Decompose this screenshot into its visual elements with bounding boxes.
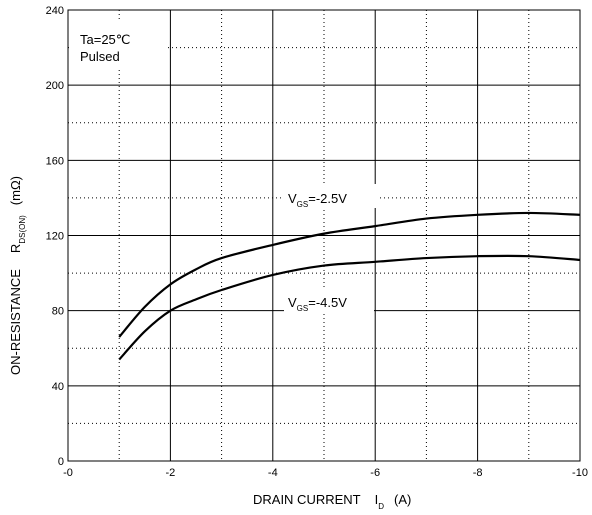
x-axis-label: DRAIN CURRENT ID (A) xyxy=(253,492,411,511)
series-label-bg-1 xyxy=(284,184,378,208)
annotation-pulsed: Pulsed xyxy=(80,49,120,64)
plot-frame xyxy=(67,9,581,462)
x-tick-label: -6 xyxy=(370,467,380,479)
y-tick-labels: 0 40 80 120 160 200 240 xyxy=(46,5,64,468)
x-axis-label-subscript: D xyxy=(378,502,384,511)
x-tick-label: -0 xyxy=(63,467,73,479)
series-label-vgs-4-5-symbol: V xyxy=(288,295,297,310)
y-tick-label: 0 xyxy=(58,456,64,468)
x-tick-label: -2 xyxy=(166,467,176,479)
y-tick-label: 40 xyxy=(52,381,64,393)
x-axis-label-text: DRAIN CURRENT xyxy=(253,492,361,507)
series-line-1 xyxy=(118,211,581,338)
y-axis-label-text: ON-RESISTANCE xyxy=(8,269,23,375)
y-axis-label-unit: (mΩ) xyxy=(8,176,23,205)
y-tick-label: 160 xyxy=(46,155,64,167)
x-tick-label: -10 xyxy=(572,467,588,479)
y-tick-label: 200 xyxy=(46,80,64,92)
x-tick-labels: -0 -2 -4 -6 -8 -10 xyxy=(63,467,588,479)
grid-major xyxy=(68,10,580,461)
x-tick-label: -8 xyxy=(473,467,483,479)
series-layer xyxy=(118,211,581,361)
y-tick-label: 80 xyxy=(52,306,64,318)
y-axis-label: ON-RESISTANCE RDS(ON) (mΩ) xyxy=(8,176,27,375)
series-label-vgs-2-5-value: =-2.5V xyxy=(308,191,347,206)
x-axis-label-unit: (A) xyxy=(394,492,411,507)
x-axis-label-symbol: I xyxy=(375,492,379,507)
series-label-vgs-4-5: VGS=-4.5V xyxy=(288,295,347,313)
y-tick-label: 120 xyxy=(46,231,64,243)
series-label-vgs-4-5-value: =-4.5V xyxy=(308,295,347,310)
series-label-vgs-4-5-subscript: GS xyxy=(297,304,309,313)
annotation-temperature: Ta=25℃ xyxy=(80,32,130,47)
y-axis-label-symbol: R xyxy=(8,244,23,253)
series-label-vgs-2-5-subscript: GS xyxy=(297,200,309,209)
x-tick-label: -4 xyxy=(268,467,278,479)
annotation-background xyxy=(70,20,166,68)
series-line-2 xyxy=(118,254,581,361)
y-tick-label: 240 xyxy=(46,5,64,17)
series-label-bg-2 xyxy=(284,289,374,313)
series-label-vgs-2-5: VGS=-2.5V xyxy=(288,191,347,209)
y-axis-label-subscript: DS(ON) xyxy=(18,215,27,244)
series-label-vgs-2-5-symbol: V xyxy=(288,191,297,206)
